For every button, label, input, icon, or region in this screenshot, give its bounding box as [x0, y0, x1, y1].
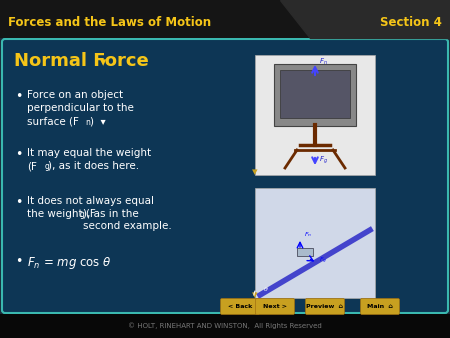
FancyBboxPatch shape: [6, 43, 300, 73]
Text: n: n: [86, 118, 90, 127]
Polygon shape: [297, 248, 313, 256]
Text: Section 4: Section 4: [380, 16, 442, 28]
Text: It may equal the weight
(F: It may equal the weight (F: [27, 148, 151, 171]
Text: $\theta$: $\theta$: [263, 285, 269, 293]
Text: •: •: [15, 196, 22, 209]
Text: g: g: [80, 210, 85, 219]
FancyBboxPatch shape: [274, 64, 356, 126]
FancyBboxPatch shape: [0, 314, 450, 338]
FancyBboxPatch shape: [280, 70, 350, 118]
Text: )  ▾: ) ▾: [90, 116, 106, 126]
Text: It does not always equal
the weight (F: It does not always equal the weight (F: [27, 196, 154, 219]
Text: ▾: ▾: [252, 290, 257, 300]
Text: Next >: Next >: [263, 305, 287, 310]
FancyBboxPatch shape: [256, 298, 294, 314]
Text: •: •: [15, 148, 22, 161]
Text: $\it{F_n}$ = $\it{mg}$ cos $\it{\theta}$: $\it{F_n}$ = $\it{mg}$ cos $\it{\theta}$: [27, 255, 112, 271]
FancyBboxPatch shape: [255, 188, 375, 298]
Polygon shape: [280, 0, 450, 38]
Text: •: •: [15, 255, 22, 268]
Text: $F_g$: $F_g$: [319, 155, 328, 166]
Text: Forces and the Laws of Motion: Forces and the Laws of Motion: [8, 16, 211, 28]
Text: ▾: ▾: [96, 56, 106, 70]
Text: Main  ⌂: Main ⌂: [367, 305, 393, 310]
Text: $F_g$: $F_g$: [319, 256, 327, 266]
FancyBboxPatch shape: [255, 55, 375, 175]
Text: •: •: [15, 90, 22, 103]
FancyBboxPatch shape: [360, 298, 400, 314]
Text: $F_n$: $F_n$: [319, 57, 328, 67]
Text: Force on an object
perpendicular to the
surface (F: Force on an object perpendicular to the …: [27, 90, 134, 126]
Text: Preview  ⌂: Preview ⌂: [306, 305, 343, 310]
Text: Normal Force: Normal Force: [14, 52, 149, 70]
FancyBboxPatch shape: [0, 0, 450, 38]
FancyBboxPatch shape: [2, 39, 448, 313]
Text: ▾: ▾: [252, 167, 257, 177]
Text: g: g: [45, 162, 50, 171]
Text: $F_n$: $F_n$: [304, 230, 312, 239]
Text: < Back: < Back: [228, 305, 252, 310]
FancyBboxPatch shape: [220, 298, 260, 314]
Text: ), as it does here.: ), as it does here.: [48, 160, 139, 170]
Text: © HOLT, RINEHART AND WINSTON,  All Rights Reserved: © HOLT, RINEHART AND WINSTON, All Rights…: [128, 323, 322, 329]
FancyBboxPatch shape: [306, 298, 345, 314]
Text: ), as in the
second example.: ), as in the second example.: [83, 208, 172, 231]
